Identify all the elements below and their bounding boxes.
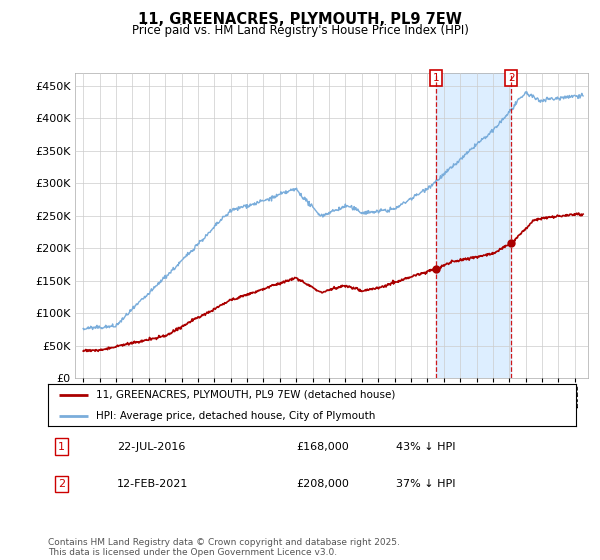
- Text: 2: 2: [508, 73, 515, 83]
- Text: 12-FEB-2021: 12-FEB-2021: [116, 479, 188, 489]
- Text: 11, GREENACRES, PLYMOUTH, PL9 7EW: 11, GREENACRES, PLYMOUTH, PL9 7EW: [138, 12, 462, 27]
- Text: HPI: Average price, detached house, City of Plymouth: HPI: Average price, detached house, City…: [95, 412, 375, 421]
- Text: £168,000: £168,000: [296, 442, 349, 451]
- Text: 43% ↓ HPI: 43% ↓ HPI: [397, 442, 456, 451]
- Text: 11, GREENACRES, PLYMOUTH, PL9 7EW (detached house): 11, GREENACRES, PLYMOUTH, PL9 7EW (detac…: [95, 390, 395, 400]
- Text: 37% ↓ HPI: 37% ↓ HPI: [397, 479, 456, 489]
- Text: 1: 1: [433, 73, 440, 83]
- Bar: [436, 73, 511, 378]
- Text: 2: 2: [58, 479, 65, 489]
- Text: £208,000: £208,000: [296, 479, 349, 489]
- Text: Price paid vs. HM Land Registry's House Price Index (HPI): Price paid vs. HM Land Registry's House …: [131, 24, 469, 36]
- Text: 1: 1: [58, 442, 65, 451]
- Text: 22-JUL-2016: 22-JUL-2016: [116, 442, 185, 451]
- Text: Contains HM Land Registry data © Crown copyright and database right 2025.
This d: Contains HM Land Registry data © Crown c…: [48, 538, 400, 557]
